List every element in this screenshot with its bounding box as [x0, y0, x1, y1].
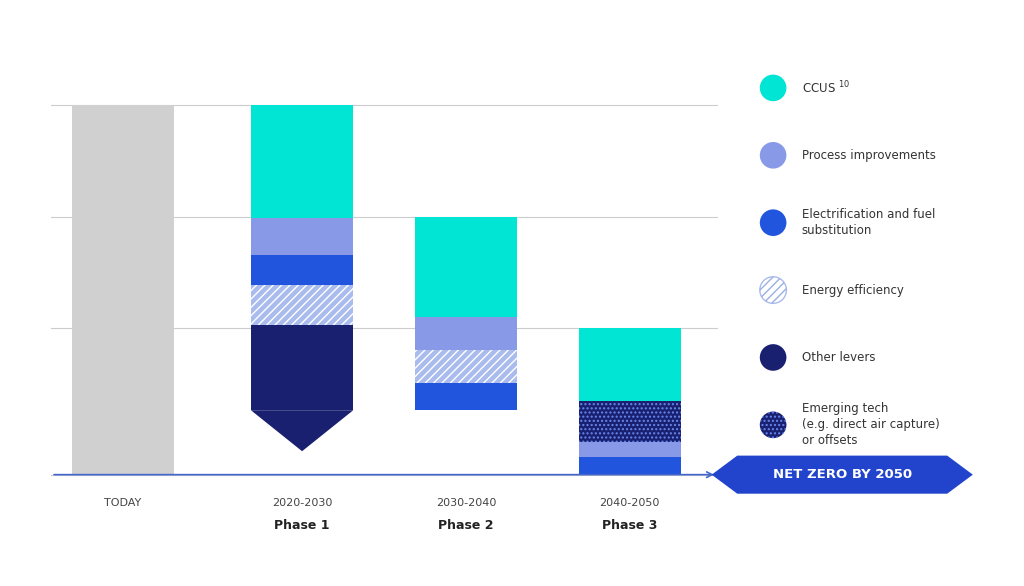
Bar	[415, 383, 517, 410]
Polygon shape	[712, 456, 973, 493]
Text: TODAY: TODAY	[104, 498, 141, 508]
Text: 2040-2050: 2040-2050	[600, 498, 659, 508]
Ellipse shape	[760, 142, 786, 169]
Text: NET ZERO BY 2050: NET ZERO BY 2050	[773, 468, 911, 481]
Bar	[415, 217, 517, 318]
Bar	[251, 285, 353, 325]
Bar	[251, 285, 353, 325]
Bar	[251, 325, 353, 410]
Polygon shape	[251, 410, 353, 451]
Bar	[251, 105, 353, 218]
Text: Process improvements: Process improvements	[802, 149, 936, 162]
Bar	[579, 401, 681, 442]
Bar	[415, 318, 517, 350]
Text: Emerging tech
(e.g. direct air capture)
or offsets: Emerging tech (e.g. direct air capture) …	[802, 403, 940, 447]
Bar	[251, 255, 353, 285]
Text: 2030-2040: 2030-2040	[436, 498, 496, 508]
Bar	[72, 105, 174, 475]
Ellipse shape	[760, 344, 786, 371]
Ellipse shape	[760, 277, 786, 304]
Text: Phase 3: Phase 3	[602, 519, 657, 532]
Text: Energy efficiency: Energy efficiency	[802, 284, 903, 297]
Text: 2020-2030: 2020-2030	[272, 498, 332, 508]
Text: Phase 1: Phase 1	[274, 519, 330, 532]
Bar	[579, 401, 681, 442]
Bar	[415, 350, 517, 383]
Bar	[415, 350, 517, 383]
Text: Phase 2: Phase 2	[438, 519, 494, 532]
Text: Other levers: Other levers	[802, 351, 876, 364]
Bar	[251, 218, 353, 255]
Ellipse shape	[760, 74, 786, 101]
Ellipse shape	[760, 209, 786, 236]
Text: CCUS $^{10}$: CCUS $^{10}$	[802, 80, 850, 96]
Bar	[579, 457, 681, 475]
Bar	[579, 328, 681, 401]
Bar	[579, 442, 681, 457]
Text: Electrification and fuel
substitution: Electrification and fuel substitution	[802, 208, 935, 237]
Ellipse shape	[760, 411, 786, 438]
